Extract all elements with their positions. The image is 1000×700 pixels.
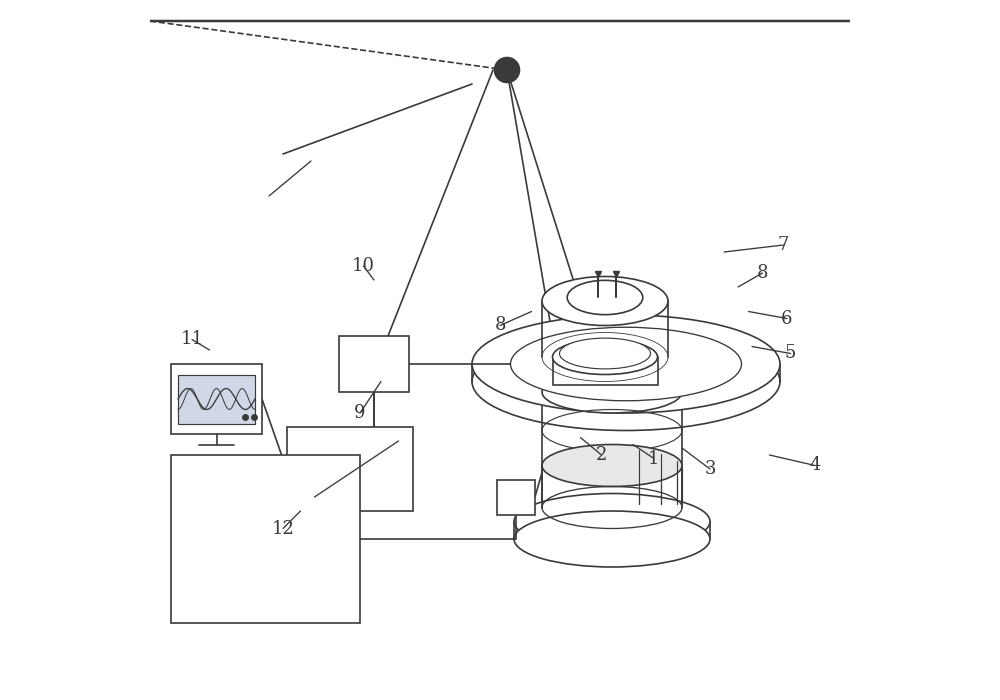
Text: 6: 6 (781, 309, 793, 328)
Ellipse shape (567, 280, 643, 314)
Circle shape (494, 57, 520, 83)
Ellipse shape (560, 338, 650, 369)
Bar (178, 374, 255, 423)
Bar (339, 336, 409, 392)
Text: 1: 1 (648, 449, 660, 468)
Text: 9: 9 (354, 404, 366, 422)
Ellipse shape (514, 511, 710, 567)
Text: 5: 5 (785, 344, 796, 363)
Text: 2: 2 (596, 446, 607, 464)
Text: 8: 8 (494, 316, 506, 335)
Ellipse shape (472, 332, 780, 430)
Bar (287, 427, 413, 511)
Bar (171, 455, 360, 623)
Text: 8: 8 (757, 264, 768, 282)
Text: 4: 4 (809, 456, 821, 475)
Ellipse shape (511, 328, 742, 400)
Ellipse shape (542, 371, 682, 413)
Bar (553, 357, 658, 385)
Ellipse shape (542, 276, 668, 326)
Text: 12: 12 (272, 519, 294, 538)
Bar (497, 480, 535, 514)
Ellipse shape (472, 315, 780, 413)
Ellipse shape (570, 368, 654, 395)
Bar (171, 364, 262, 434)
Text: 3: 3 (704, 460, 716, 478)
Ellipse shape (542, 444, 682, 486)
Ellipse shape (552, 340, 658, 374)
Ellipse shape (570, 378, 654, 406)
Text: 7: 7 (778, 236, 789, 254)
Text: 10: 10 (352, 257, 375, 275)
Text: 11: 11 (181, 330, 204, 349)
Ellipse shape (514, 494, 710, 550)
Ellipse shape (542, 500, 682, 542)
